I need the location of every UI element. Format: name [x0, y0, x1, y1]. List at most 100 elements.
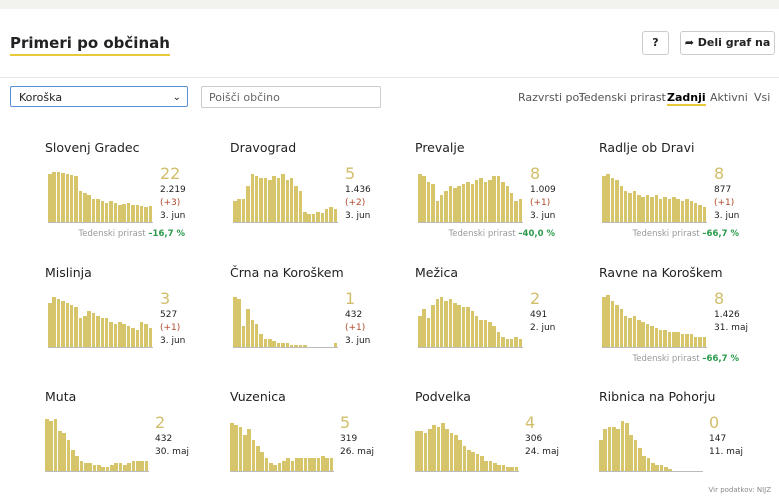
bar — [480, 456, 484, 471]
bar — [415, 431, 419, 471]
bar — [612, 426, 616, 471]
bar — [65, 173, 70, 222]
bar — [308, 458, 312, 471]
bar — [260, 452, 264, 471]
bar — [501, 336, 505, 347]
bar — [642, 456, 646, 471]
delta: (+1) — [160, 323, 181, 333]
bar — [448, 298, 453, 347]
bar — [140, 460, 144, 471]
bar — [637, 194, 641, 222]
bar — [641, 196, 645, 222]
baseline — [233, 222, 338, 223]
municipality-name[interactable]: Slovenj Gradec — [45, 140, 140, 155]
bar — [92, 464, 97, 471]
baseline — [418, 222, 523, 223]
bar — [91, 313, 96, 347]
bar — [602, 296, 606, 347]
bar — [466, 182, 470, 222]
count: 2 — [530, 289, 541, 308]
search-input[interactable]: Poišči občino — [201, 86, 381, 108]
divider — [0, 77, 779, 78]
bar — [109, 321, 113, 347]
growth-value: –66,7 % — [702, 354, 739, 364]
count: 0 — [709, 413, 720, 432]
bar — [83, 192, 87, 222]
region-select[interactable]: Koroška ⌄ — [10, 86, 188, 107]
municipality-name[interactable]: Prevalje — [415, 140, 465, 155]
municipality-name[interactable]: Mislinja — [45, 265, 92, 280]
baseline — [418, 347, 523, 348]
municipality-name[interactable]: Muta — [45, 389, 77, 404]
municipality-name[interactable]: Radlje ob Dravi — [599, 140, 695, 155]
sort-option[interactable]: Tedenski prirast — [579, 91, 666, 104]
bar — [615, 180, 619, 222]
share-button[interactable]: ➦ Deli graf na — [680, 31, 775, 55]
bar — [685, 334, 689, 347]
bar — [654, 194, 659, 222]
bar — [91, 198, 96, 222]
growth: Tedenski prirast –66,7 % — [632, 229, 739, 239]
municipality-name[interactable]: Ravne na Koroškem — [599, 265, 723, 280]
total: 1.009 — [530, 185, 556, 195]
bar — [289, 344, 294, 347]
bar — [61, 300, 65, 347]
bar — [625, 422, 629, 471]
sort-option[interactable]: Zadnji — [667, 91, 706, 106]
bar — [254, 175, 259, 222]
date: 3. jun — [160, 336, 186, 346]
bar — [114, 462, 118, 471]
bar — [104, 203, 109, 222]
municipality-name[interactable]: Ribnica na Pohorju — [599, 389, 716, 404]
bar — [144, 323, 148, 347]
bar — [123, 464, 127, 471]
bar — [449, 433, 454, 471]
baseline — [602, 347, 707, 348]
bar — [148, 206, 153, 222]
bar — [238, 426, 243, 471]
help-button[interactable]: ? — [642, 31, 669, 55]
bar — [646, 458, 651, 471]
bar — [74, 175, 78, 222]
bar — [87, 311, 91, 347]
bar — [641, 321, 645, 347]
bar — [509, 192, 514, 222]
municipality-name[interactable]: Črna na Koroškem — [230, 265, 344, 280]
baseline — [48, 347, 153, 348]
bar — [139, 321, 144, 347]
count: 3 — [160, 289, 171, 308]
municipality-name[interactable]: Vuzenica — [230, 389, 286, 404]
sort-label: Razvrsti po: — [518, 91, 583, 104]
bar — [506, 466, 510, 471]
municipality-name[interactable]: Mežica — [415, 265, 459, 280]
title: Primeri po občinah — [10, 34, 170, 56]
bar — [428, 429, 432, 471]
count: 2 — [155, 413, 166, 432]
bar — [623, 190, 628, 222]
bar — [144, 207, 148, 222]
bar — [667, 198, 672, 222]
sort-option[interactable]: Aktivni — [710, 91, 748, 104]
bar — [435, 298, 440, 347]
share-label: Deli graf na — [697, 36, 771, 49]
bar — [52, 296, 56, 347]
sort-option[interactable]: Vsi — [754, 91, 771, 104]
date: 3. jun — [345, 211, 371, 221]
municipality-name[interactable]: Dravograd — [230, 140, 297, 155]
region-value: Koroška — [19, 91, 63, 104]
municipality-name[interactable]: Podvelka — [415, 389, 471, 404]
bar — [445, 429, 449, 471]
bar — [603, 429, 607, 471]
bar — [87, 194, 91, 222]
bar — [118, 462, 123, 471]
bar — [233, 296, 237, 347]
total: 1.436 — [345, 185, 371, 195]
total: 1.426 — [714, 310, 740, 320]
bar — [505, 338, 510, 347]
bar — [458, 439, 462, 471]
growth-label: Tedenski prirast — [448, 229, 516, 239]
bar — [321, 456, 325, 471]
bar — [131, 328, 135, 347]
bar — [56, 171, 61, 222]
total: 432 — [345, 310, 363, 320]
